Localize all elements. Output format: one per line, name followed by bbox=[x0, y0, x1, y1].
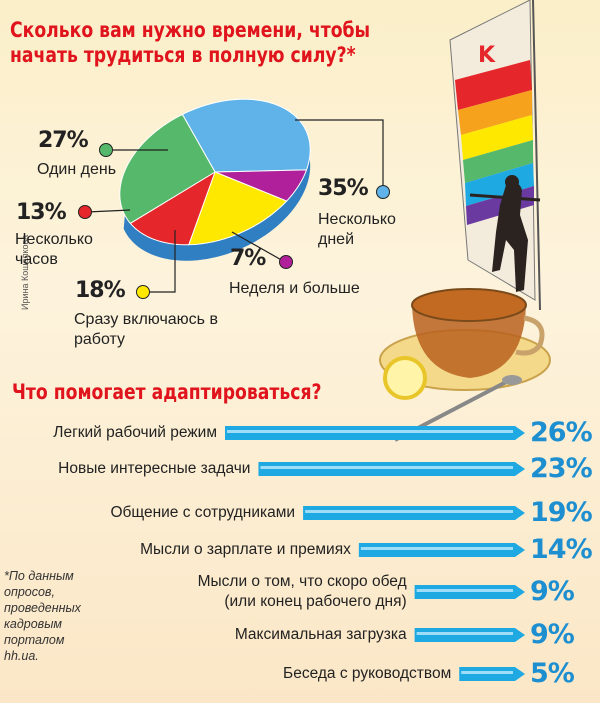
bar-highlight bbox=[416, 589, 513, 592]
bar-category-label: Общение с сотрудниками bbox=[110, 504, 296, 521]
svg-text:K: K bbox=[478, 43, 496, 68]
section-title: Что помогает адаптироваться? bbox=[12, 380, 322, 404]
bar-value-label: 14% bbox=[530, 534, 593, 565]
legend-dot bbox=[376, 185, 390, 199]
pie-leader-lines bbox=[78, 119, 390, 299]
pie-side-wall bbox=[123, 131, 311, 261]
bar-highlight bbox=[360, 547, 513, 550]
pie-label-one-day: Один день bbox=[37, 161, 117, 178]
footnote: *По данным опросов, проведенных кадровым… bbox=[4, 569, 81, 663]
pie-slice bbox=[181, 98, 311, 173]
pie-pct-several-hours: 13% bbox=[16, 200, 67, 225]
bar-highlight bbox=[227, 430, 513, 433]
leader-line bbox=[86, 209, 131, 213]
pie-label-several-hours: Несколько часов bbox=[15, 231, 93, 268]
pie-slice bbox=[214, 169, 308, 202]
bar-highlight bbox=[416, 632, 513, 635]
bar bbox=[414, 628, 525, 642]
pie-slice bbox=[119, 113, 216, 225]
pie-pct-week-or-more: 7% bbox=[230, 246, 266, 271]
bar bbox=[225, 426, 525, 440]
bar-value-label: 26% bbox=[530, 417, 593, 448]
pie-slice bbox=[129, 170, 216, 246]
pie-label-week-or-more: Неделя и больше bbox=[229, 280, 360, 297]
lemon-slice-icon bbox=[383, 356, 427, 400]
bar bbox=[414, 585, 525, 599]
bar bbox=[303, 506, 525, 520]
leader-line bbox=[231, 231, 286, 263]
tea-cup-illustration bbox=[379, 288, 551, 442]
bar-value-label: 9% bbox=[530, 619, 575, 650]
bar-value-label: 9% bbox=[530, 576, 575, 607]
legend-dot bbox=[279, 255, 293, 269]
bar-highlight bbox=[305, 510, 513, 513]
bar bbox=[258, 462, 525, 476]
pie-label-several-days: Несколько дней bbox=[318, 211, 396, 248]
bar-highlight bbox=[260, 466, 513, 469]
bar-value-label: 19% bbox=[530, 497, 593, 528]
legend-dot bbox=[78, 205, 92, 219]
bar-category-label: Новые интересные задачи bbox=[58, 460, 251, 477]
bar-value-label: 23% bbox=[530, 453, 593, 484]
bar-category-label: Максимальная загрузка bbox=[234, 626, 407, 643]
bar-highlight bbox=[461, 671, 513, 674]
pie-label-immediately: Сразу включаюсь в работу bbox=[74, 311, 218, 348]
bar-value-label: 5% bbox=[530, 658, 575, 689]
bar bbox=[358, 543, 525, 557]
pie-slice bbox=[188, 171, 288, 246]
pie-chart bbox=[119, 98, 311, 261]
bar-chart bbox=[225, 426, 525, 681]
bar-category-label: Мысли о том, что скоро обед (или конец р… bbox=[197, 573, 407, 610]
bar-category-label: Легкий рабочий режим bbox=[53, 424, 217, 441]
bar-category-label: Мысли о зарплате и премиях bbox=[140, 541, 351, 558]
bar-category-label: Беседа с руководством bbox=[283, 665, 452, 682]
legend-dot bbox=[99, 143, 113, 157]
leader-line bbox=[145, 230, 176, 293]
leader-line bbox=[295, 119, 384, 190]
bar bbox=[459, 667, 525, 681]
pie-pct-several-days: 35% bbox=[318, 176, 369, 201]
windsurfer-illustration: K bbox=[449, 0, 541, 311]
pie-pct-immediately: 18% bbox=[75, 278, 126, 303]
page-title: Сколько вам нужно времени, чтобы начать … bbox=[10, 18, 371, 67]
legend-dot bbox=[136, 285, 150, 299]
pie-pct-one-day: 27% bbox=[38, 128, 89, 153]
